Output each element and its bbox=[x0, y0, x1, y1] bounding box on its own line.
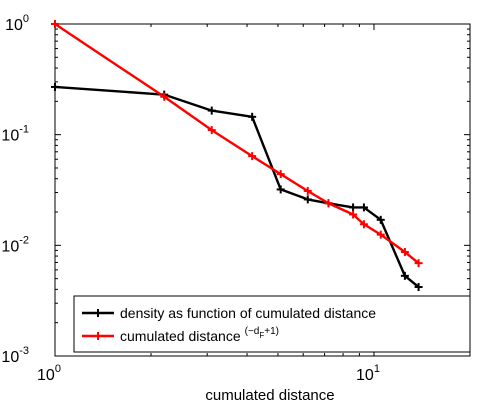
legend-marker bbox=[94, 309, 102, 317]
y-tick-label: 10-1 bbox=[1, 124, 29, 145]
y-tick-label-base: 10 bbox=[1, 349, 19, 366]
data-point bbox=[376, 215, 385, 224]
legend-entry: cumulated distance (−dF+1) bbox=[82, 326, 279, 344]
legend-label-main: cumulated distance bbox=[120, 328, 241, 344]
y-tick-label-exponent: -3 bbox=[19, 345, 29, 357]
legend-entry: density as function of cumulated distanc… bbox=[82, 305, 376, 321]
axes-frame bbox=[54, 23, 471, 357]
data-point bbox=[400, 248, 409, 257]
legend-box bbox=[73, 295, 471, 353]
y-tick-label-exponent: -1 bbox=[19, 124, 29, 136]
series-density bbox=[51, 82, 423, 292]
legend-label: cumulated distance (−dF+1) bbox=[120, 326, 279, 344]
series-line bbox=[54, 85, 420, 288]
data-point bbox=[359, 220, 368, 229]
data-point bbox=[303, 195, 312, 204]
y-tick-label-base: 10 bbox=[1, 128, 19, 145]
legend-label-subscript: F bbox=[259, 331, 264, 340]
series-line bbox=[54, 23, 420, 265]
x-tick-label-exponent: 1 bbox=[374, 363, 380, 375]
x-tick-label: 100 bbox=[37, 363, 61, 384]
series-layer bbox=[51, 20, 423, 292]
legend: density as function of cumulated distanc… bbox=[73, 295, 471, 353]
legend-label: density as function of cumulated distanc… bbox=[120, 305, 376, 321]
data-point bbox=[414, 283, 423, 292]
data-point bbox=[276, 185, 285, 194]
x-axis-label: cumulated distance bbox=[205, 387, 334, 404]
data-point bbox=[207, 106, 216, 115]
data-point bbox=[349, 210, 358, 219]
x-tick-label: 101 bbox=[356, 363, 380, 384]
axis-ticks bbox=[54, 23, 471, 357]
data-point bbox=[400, 271, 409, 280]
data-point bbox=[376, 230, 385, 239]
data-point bbox=[359, 203, 368, 212]
legend-marker bbox=[94, 332, 102, 340]
y-tick-label: 10-2 bbox=[1, 234, 29, 255]
data-point bbox=[51, 20, 59, 28]
data-point bbox=[160, 92, 169, 101]
data-point bbox=[324, 199, 333, 208]
data-point bbox=[414, 259, 423, 268]
legend-label-main: density as function of cumulated distanc… bbox=[120, 305, 376, 321]
x-tick-label-exponent: 0 bbox=[55, 363, 61, 375]
data-point bbox=[248, 152, 257, 161]
y-tick-label-base: 10 bbox=[1, 238, 19, 255]
plot-frame bbox=[54, 23, 471, 357]
x-tick-label-base: 10 bbox=[37, 367, 55, 384]
data-point bbox=[51, 82, 59, 91]
data-point bbox=[303, 186, 312, 195]
y-tick-label-exponent: 0 bbox=[23, 13, 29, 25]
series-cumulated-distance bbox=[51, 20, 423, 268]
y-tick-label-base: 10 bbox=[5, 17, 23, 34]
data-point bbox=[248, 112, 257, 121]
y-tick-label-exponent: -2 bbox=[19, 234, 29, 246]
y-tick-label: 100 bbox=[5, 13, 29, 34]
legend-label-superscript-tail: +1) bbox=[264, 326, 279, 337]
data-point bbox=[276, 170, 285, 179]
legend-label-superscript: (−d bbox=[245, 326, 260, 337]
data-point bbox=[207, 126, 216, 135]
data-point bbox=[349, 203, 358, 212]
x-tick-label-base: 10 bbox=[356, 367, 374, 384]
y-tick-label: 10-3 bbox=[1, 345, 29, 366]
